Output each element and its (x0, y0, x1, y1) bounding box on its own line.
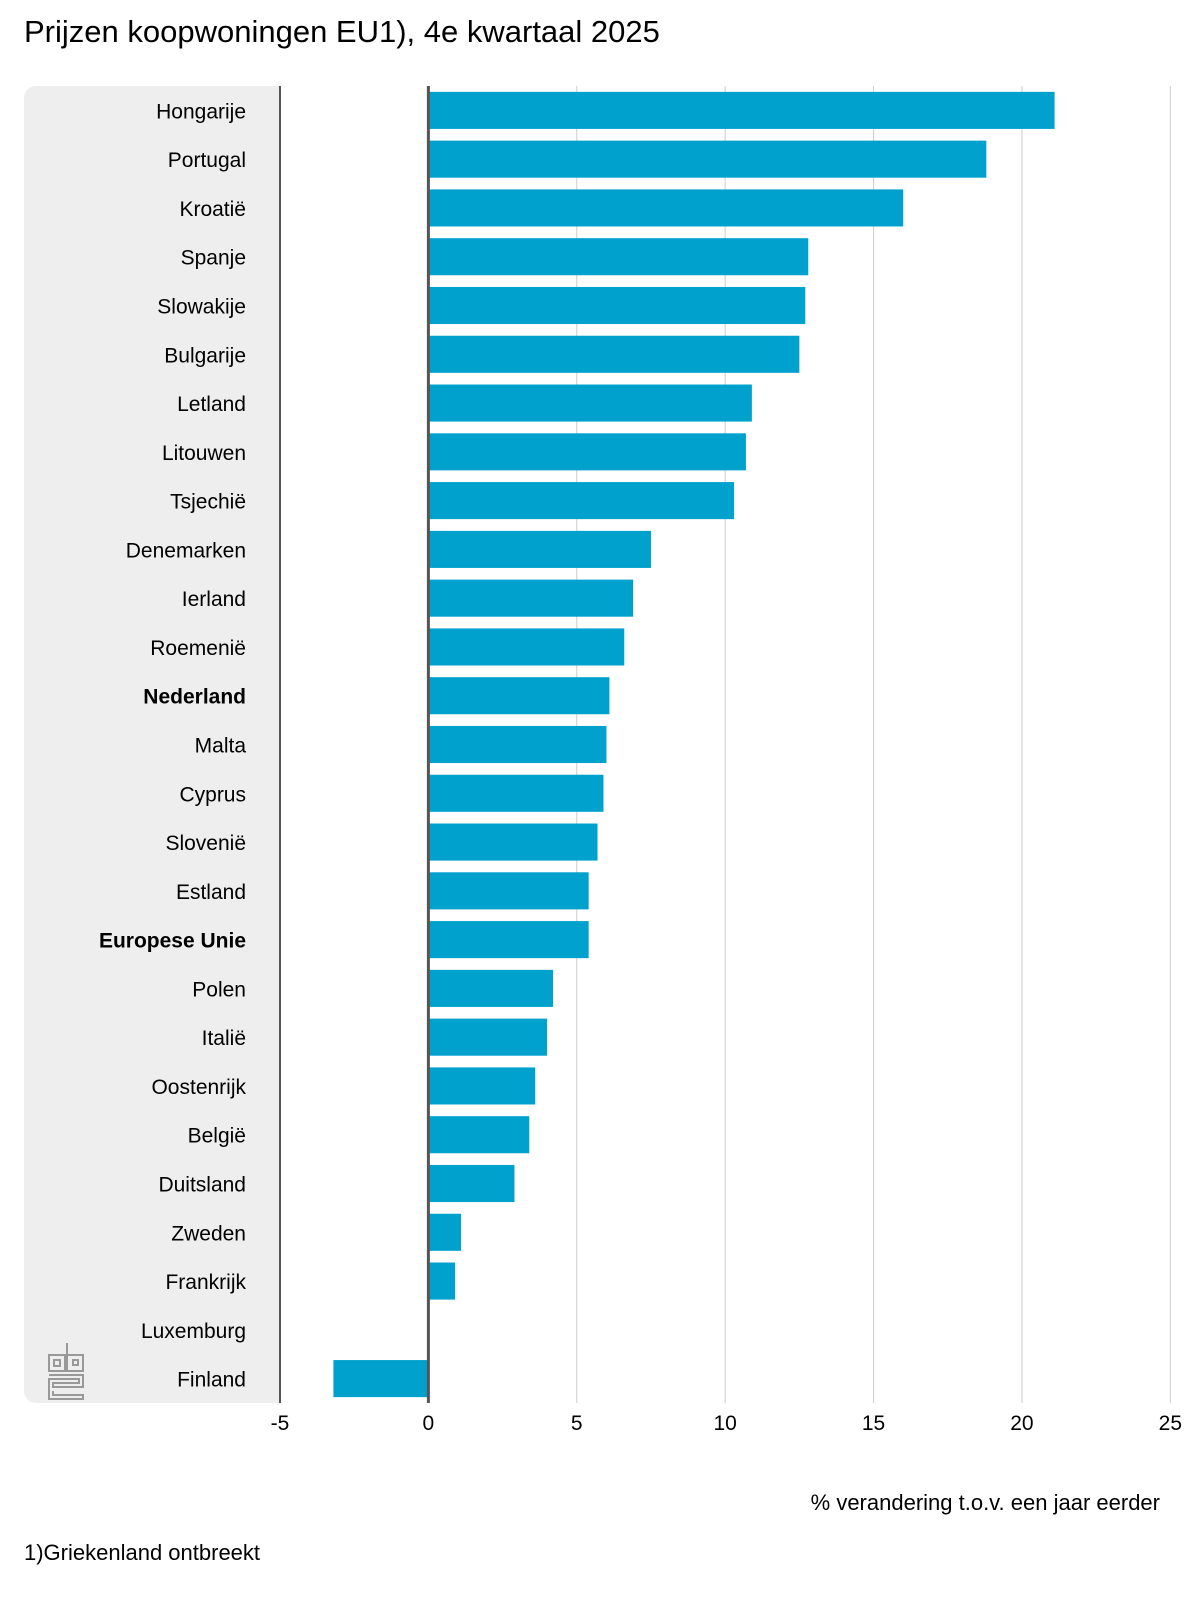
category-label: Duitsland (158, 1174, 246, 1197)
category-label: Slowakije (157, 296, 246, 319)
category-label: Luxemburg (141, 1320, 246, 1343)
x-tick-label: 10 (713, 1412, 736, 1435)
bar (428, 530, 651, 568)
category-label: Oostenrijk (151, 1076, 246, 1099)
footnote: 1)Griekenland ontbreekt (24, 1540, 261, 1565)
category-label: Estland (176, 881, 246, 904)
bar (428, 774, 604, 812)
x-tick-label: 0 (423, 1412, 435, 1435)
category-label: Polen (192, 978, 246, 1001)
category-labels: Hongarije Portugal Kroatië Spanje Slowakije B… (99, 100, 247, 1391)
plot-area (280, 86, 1200, 1403)
bar (428, 1018, 548, 1056)
x-tick-label: 25 (1159, 1412, 1182, 1435)
bar (428, 921, 589, 959)
category-label: Slovenië (165, 832, 246, 855)
bar (428, 286, 806, 325)
bar (428, 579, 634, 617)
bar (428, 433, 746, 471)
bar (428, 140, 987, 178)
x-tick-label: 15 (862, 1412, 885, 1435)
x-tick-label: -5 (271, 1412, 290, 1435)
category-label: Frankrijk (165, 1271, 246, 1294)
cbs-logo (48, 1343, 84, 1400)
bar (428, 725, 607, 764)
bars (333, 91, 1055, 1398)
x-axis-label: % verandering t.o.v. een jaar eerder (811, 1490, 1160, 1515)
category-label: Malta (195, 735, 247, 758)
category-label: Roemenië (150, 637, 246, 660)
bar (428, 1164, 515, 1203)
category-label: Denemarken (126, 539, 246, 562)
chart-title: Prijzen koopwoningen EU1), 4e kwartaal 2… (24, 14, 660, 49)
category-label: Nederland (143, 686, 246, 709)
bar (428, 1116, 530, 1154)
category-label: Bulgarije (164, 344, 246, 367)
bar (428, 384, 752, 422)
category-label: Spanje (181, 247, 246, 270)
bar (428, 335, 800, 373)
bar (428, 482, 735, 520)
bar (428, 823, 598, 861)
category-label: Hongarije (156, 100, 246, 123)
category-label: Finland (177, 1369, 246, 1392)
bar (428, 677, 610, 715)
bar (428, 628, 625, 666)
bar (428, 1067, 536, 1105)
category-label: Kroatië (179, 198, 246, 221)
bar (428, 238, 809, 276)
x-tick-labels: -5 0 5 10 15 20 25 (271, 1412, 1182, 1435)
category-label: België (188, 1125, 246, 1148)
bar (428, 1213, 462, 1251)
bar (428, 969, 554, 1007)
category-label: Litouwen (162, 442, 246, 465)
bar (333, 1360, 429, 1398)
category-label: Letland (177, 393, 246, 416)
category-label: Portugal (168, 149, 246, 172)
bar (428, 91, 1055, 129)
category-label: Tsjechië (170, 491, 246, 514)
bar (428, 872, 589, 910)
category-label: Italië (202, 1027, 246, 1050)
x-tick-label: 5 (571, 1412, 583, 1435)
category-label: Cyprus (179, 783, 246, 806)
bar (428, 1262, 456, 1300)
category-label: Ierland (182, 588, 246, 611)
category-label: Zweden (171, 1222, 246, 1245)
x-tick-label: 20 (1010, 1412, 1033, 1435)
bar (428, 189, 904, 227)
category-label: Europese Unie (99, 930, 246, 953)
